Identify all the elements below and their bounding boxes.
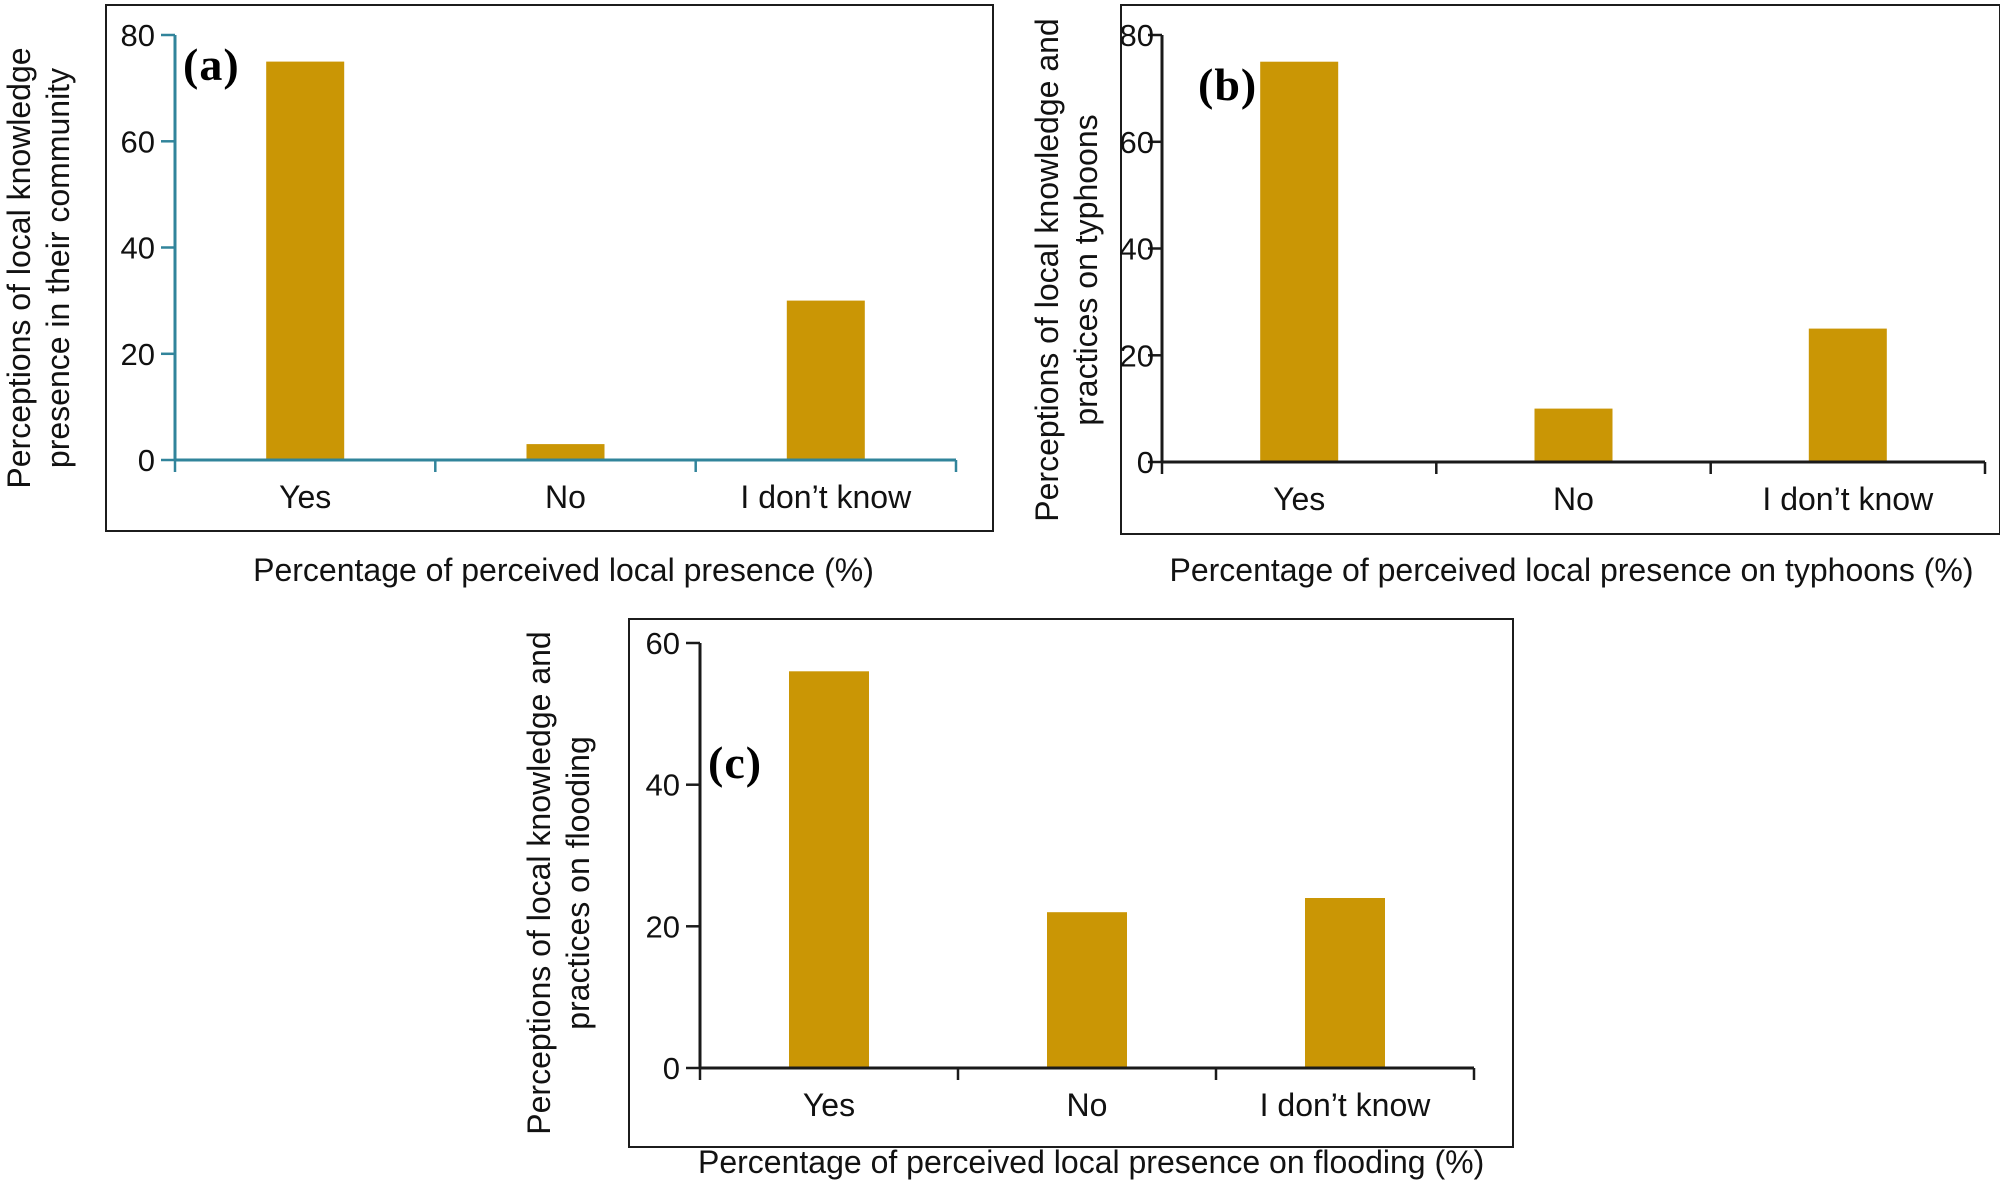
y-tick-label-0: 0 (1137, 445, 1154, 480)
bar-i-don-t-know (1808, 328, 1887, 462)
category-label-no: No (1067, 1087, 1108, 1123)
y-tick-label-40: 40 (121, 231, 155, 266)
y-tick-label-40: 40 (646, 768, 680, 803)
chart-c-plot: 0 20 40 60 Yes No I don’t know (646, 626, 1476, 1123)
category-label-i-don-t-know: I don’t know (740, 479, 912, 515)
y-tick-label-60: 60 (646, 626, 680, 661)
y-tick-label-80: 80 (121, 18, 155, 53)
bar-yes (1260, 61, 1339, 462)
category-label-yes: Yes (803, 1087, 855, 1123)
category-label-yes: Yes (1273, 481, 1325, 517)
y-tick-label-40: 40 (1120, 232, 1154, 267)
chart-b-y-axis-title: Perceptions of local knowledge and pract… (1028, 0, 1108, 550)
category-label-i-don-t-know: I don’t know (1762, 481, 1934, 517)
y-tick-label-60: 60 (121, 124, 155, 159)
y-tick-label-20: 20 (646, 909, 680, 944)
bar-no (1047, 912, 1127, 1068)
panel-label-b: (b) (1198, 59, 1258, 110)
y-tick-label-20: 20 (121, 337, 155, 372)
chart-b-plot: 0 20 40 60 80 Yes No I don’t know (1120, 18, 1987, 517)
y-tick-label-20: 20 (1120, 338, 1154, 373)
chart-a-plot: 0 20 40 60 80 Yes No I don’t know (121, 18, 958, 515)
bar-no (1534, 408, 1613, 462)
chart-b-y-axis-title-line2: practices on typhoons (1068, 114, 1104, 426)
chart-b-y-axis-title-line1: Perceptions of local knowledge and (1029, 18, 1065, 522)
chart-c-x-axis-title: Percentage of perceived local presence o… (698, 1144, 1485, 1180)
chart-panel-c: 0 20 40 60 Yes No I don’t know (628, 618, 1514, 1148)
bar-yes (789, 671, 869, 1068)
category-label-no: No (1553, 481, 1594, 517)
category-label-yes: Yes (279, 479, 331, 515)
chart-a-y-axis-title-line2: presence in their community (40, 67, 76, 469)
y-tick-label-80: 80 (1120, 18, 1154, 53)
chart-c-y-axis-title-line1: Perceptions of local knowledge and (521, 631, 557, 1135)
bar-i-don-t-know (786, 300, 865, 460)
chart-c-y-axis-title-line2: practices on flooding (560, 736, 596, 1030)
chart-panel-b: 0 20 40 60 80 Yes No I don’t know (1120, 4, 2000, 535)
chart-c-y-axis-title: Perceptions of local knowledge and pract… (520, 603, 600, 1163)
chart-panel-a: 0 20 40 60 80 Yes No I don’t know (105, 4, 994, 532)
chart-a-y-axis-title-line1: Perceptions of local knowledge (1, 47, 37, 489)
bar-yes (266, 61, 345, 460)
y-tick-label-0: 0 (138, 443, 155, 478)
y-tick-label-60: 60 (1120, 125, 1154, 160)
chart-b-x-axis-title: Percentage of perceived local presence o… (1169, 552, 1974, 588)
y-tick-label-0: 0 (663, 1051, 680, 1086)
bar-no (526, 444, 605, 460)
category-label-i-don-t-know: I don’t know (1260, 1087, 1432, 1123)
bar-i-don-t-know (1305, 898, 1385, 1068)
category-label-no: No (545, 479, 586, 515)
chart-a-y-axis-title: Perceptions of local knowledge presence … (0, 0, 80, 548)
panel-label-a: (a) (183, 39, 240, 90)
panel-label-c: (c) (708, 737, 763, 788)
chart-a-x-axis-title: Percentage of perceived local presence (… (253, 552, 874, 588)
